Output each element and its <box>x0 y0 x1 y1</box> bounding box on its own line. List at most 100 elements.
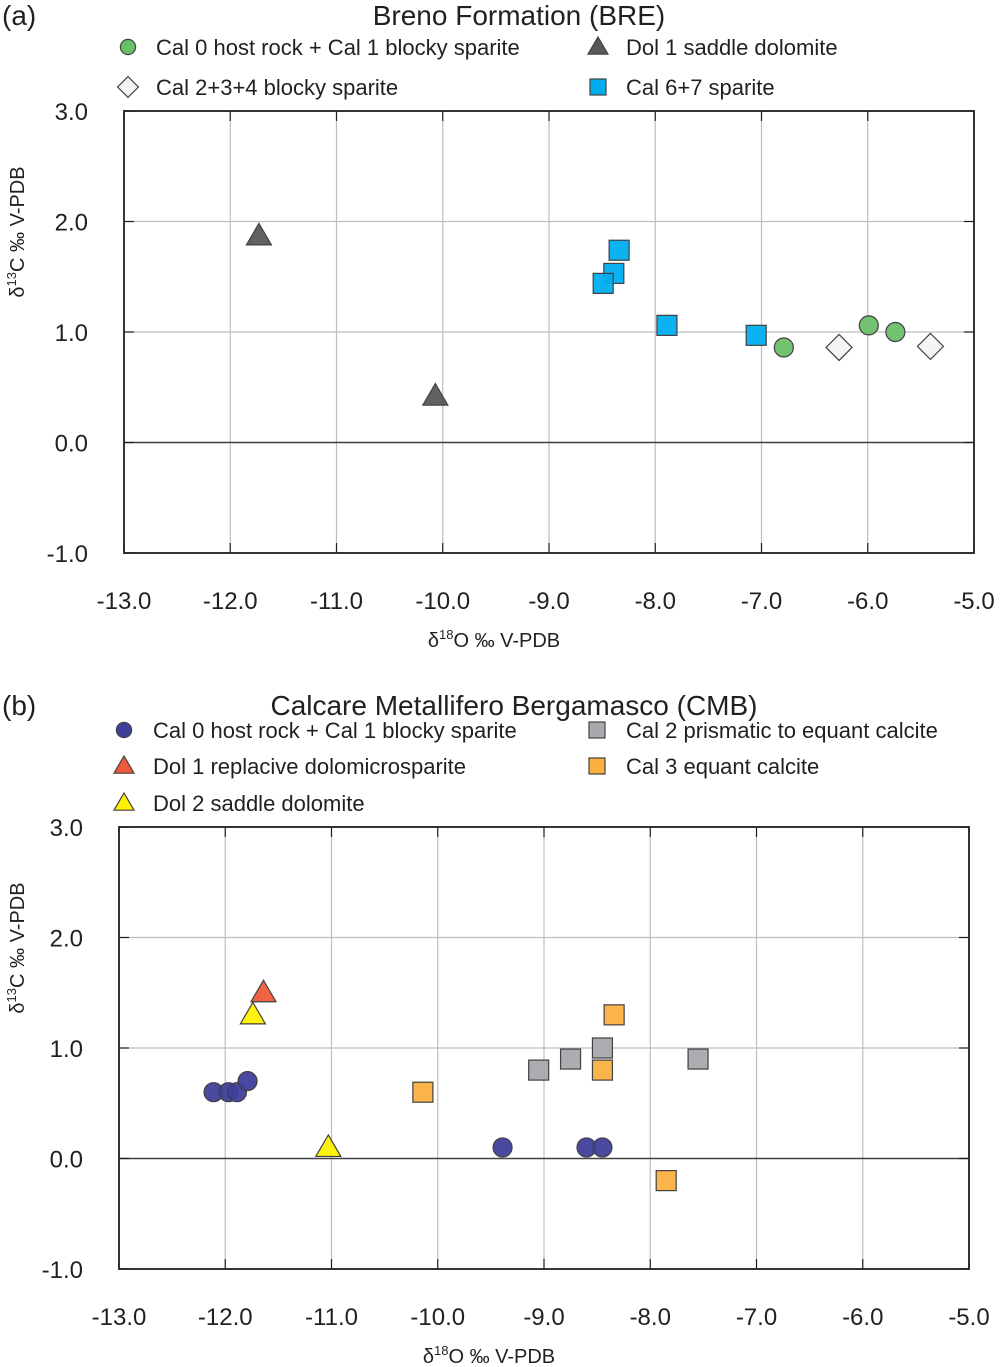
y-tick-label: -1.0 <box>42 1257 83 1284</box>
y-tick-label: 3.0 <box>50 815 83 842</box>
legend-label: Cal 2+3+4 blocky sparite <box>156 75 398 100</box>
legend-label: Cal 0 host rock + Cal 1 blocky sparite <box>156 35 520 60</box>
legend-marker-square <box>588 721 606 739</box>
x-tick-label: -8.0 <box>630 1304 671 1331</box>
data-point-square <box>745 324 767 346</box>
x-tick-label: -6.0 <box>847 588 888 615</box>
series-dol-1-saddle-dolomite <box>245 222 449 406</box>
data-point-square <box>592 272 614 294</box>
x-axis-label: δ18O ‰ V-PDB <box>423 1343 555 1367</box>
data-point-square <box>412 1081 434 1103</box>
series-dol-1-replacive-dolomicrosparite <box>249 979 278 1003</box>
data-point-square <box>559 1048 582 1070</box>
plot-frame <box>118 826 970 1270</box>
x-tick-label: -9.0 <box>523 1304 564 1331</box>
legend-entry: Cal 0 host rock + Cal 1 blocky sparite <box>119 35 520 60</box>
plot-frame <box>123 110 975 554</box>
data-point-diamond <box>916 332 945 361</box>
data-point-square <box>591 1037 614 1059</box>
legend-marker-circle <box>119 38 137 56</box>
data-point-triangle <box>245 222 273 246</box>
x-tick-label: -11.0 <box>310 588 363 615</box>
data-point-circle <box>858 315 879 336</box>
data-point-circle <box>492 1137 513 1158</box>
data-point-diamond <box>825 333 853 362</box>
chart-title: Breno Formation (BRE) <box>373 0 666 31</box>
legend-entry: Cal 0 host rock + Cal 1 blocky sparite <box>115 718 517 743</box>
legend-label: Cal 6+7 sparite <box>626 75 775 100</box>
data-point-square <box>655 1169 677 1192</box>
panel-label: (a) <box>2 0 36 31</box>
data-point-triangle <box>249 979 278 1003</box>
y-tick-label: -1.0 <box>47 541 88 568</box>
series-cal-2-3-4-blocky-sparite <box>825 332 945 362</box>
y-axis-label: δ13C ‰ V-PDB <box>4 882 29 1013</box>
data-point-circle <box>592 1137 613 1158</box>
x-tick-label: -6.0 <box>842 1304 883 1331</box>
chart-title: Calcare Metallifero Bergamasco (CMB) <box>270 690 757 721</box>
legend-entry: Cal 6+7 sparite <box>589 75 775 100</box>
legend-marker-square <box>588 757 606 775</box>
legend-entry: Cal 2+3+4 blocky sparite <box>116 75 398 100</box>
x-axis-label: δ18O ‰ V-PDB <box>428 627 560 652</box>
data-point-square <box>528 1059 550 1081</box>
legend-marker-circle <box>115 721 133 739</box>
panel-label: (b) <box>2 690 36 721</box>
legend-label: Cal 0 host rock + Cal 1 blocky sparite <box>153 718 517 743</box>
legend-label: Cal 3 equant calcite <box>626 754 819 779</box>
legend-label: Cal 2 prismatic to equant calcite <box>626 718 938 743</box>
x-tick-label: -10.0 <box>410 1304 465 1331</box>
legend-marker-triangle <box>112 754 136 774</box>
data-point-square <box>603 1004 625 1026</box>
panel-b: (b) Calcare Metallifero Bergamasco (CMB) -… <box>2 690 990 1367</box>
series-cal-0-host-rock-cal-1-blocky-sparite <box>203 1071 613 1158</box>
x-tick-label: -11.0 <box>305 1304 358 1331</box>
series-cal-6-7-sparite <box>592 239 767 346</box>
y-tick-label: 1.0 <box>55 320 88 347</box>
data-point-square <box>591 1059 614 1081</box>
y-tick-label: 0.0 <box>55 431 88 458</box>
x-tick-label: -5.0 <box>948 1304 989 1331</box>
legend-label: Dol 1 saddle dolomite <box>626 35 838 60</box>
series-cal-3-equant-calcite <box>412 1004 677 1192</box>
x-tick-label: -5.0 <box>953 588 994 615</box>
y-tick-label: 0.0 <box>50 1147 83 1174</box>
legend-entry: Cal 2 prismatic to equant calcite <box>588 718 938 743</box>
panel-a: (a) Breno Formation (BRE) -13.0 -12.0 -11.0 -… <box>2 0 995 652</box>
y-tick-label: 3.0 <box>55 99 88 126</box>
data-point-circle <box>773 337 794 358</box>
legend-label: Dol 2 saddle dolomite <box>153 791 365 816</box>
data-point-circle <box>237 1071 258 1092</box>
legend-marker-diamond <box>116 75 140 99</box>
y-tick-label: 2.0 <box>55 210 88 237</box>
data-point-triangle <box>239 1001 267 1025</box>
data-point-square <box>608 239 630 261</box>
x-tick-label: -7.0 <box>736 1304 777 1331</box>
legend-entry: Dol 2 saddle dolomite <box>112 791 365 816</box>
legend-entry: Dol 1 replacive dolomicrosparite <box>112 754 466 779</box>
data-point-circle <box>885 321 906 343</box>
y-tick-label: 2.0 <box>50 926 83 953</box>
x-tick-label: -9.0 <box>528 588 569 615</box>
y-tick-label: 1.0 <box>50 1036 83 1063</box>
x-tick-label: -13.0 <box>92 1304 147 1331</box>
x-tick-label: -8.0 <box>635 588 676 615</box>
legend-entry: Cal 3 equant calcite <box>588 754 819 779</box>
x-tick-label: -7.0 <box>741 588 782 615</box>
data-point-triangle <box>421 382 449 406</box>
series-dol-2-saddle-dolomite <box>239 1001 342 1158</box>
legend-marker-triangle <box>112 791 136 811</box>
series-cal-0-host-rock-cal-1-blocky-sparite <box>773 315 906 358</box>
x-tick-label: -12.0 <box>203 588 258 615</box>
legend-marker-square <box>589 78 607 96</box>
x-tick-label: -10.0 <box>415 588 470 615</box>
y-axis-label: δ13C ‰ V-PDB <box>4 166 29 297</box>
data-point-square <box>656 314 678 336</box>
legend-label: Dol 1 replacive dolomicrosparite <box>153 754 466 779</box>
legend-entry: Dol 1 saddle dolomite <box>586 35 838 60</box>
legend-marker-triangle <box>586 35 610 55</box>
x-tick-label: -12.0 <box>198 1304 253 1331</box>
data-point-square <box>687 1048 709 1070</box>
series-cal-2-prismatic-to-equant-calcite <box>528 1037 709 1081</box>
